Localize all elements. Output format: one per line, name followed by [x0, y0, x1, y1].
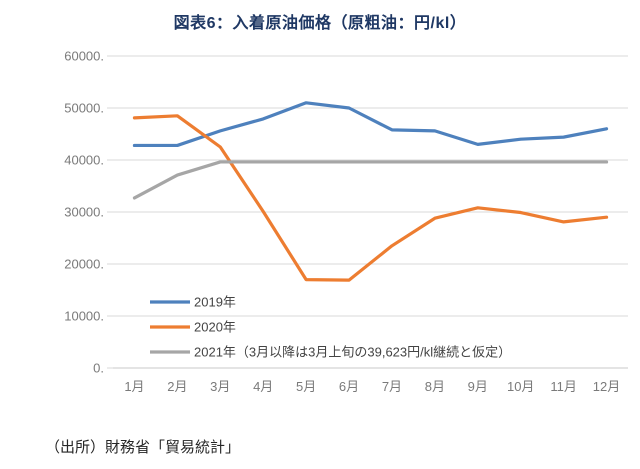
x-axis-tick-label: 11月: [550, 379, 577, 394]
series-line-2020年: [132, 114, 609, 282]
x-axis-tick-label: 1月: [124, 379, 144, 394]
y-axis-tick-label: 10000.: [64, 309, 104, 324]
y-axis-tick-label: 20000.: [64, 257, 104, 272]
x-axis-tick-label: 8月: [425, 379, 445, 394]
y-axis-tick-label: 60000.: [64, 49, 104, 64]
x-axis-tick-label: 9月: [468, 379, 488, 394]
legend-label: 2019年: [194, 295, 236, 310]
x-axis-tick-label: 12月: [593, 379, 620, 394]
series-line-2019年: [132, 101, 609, 148]
y-axis-tick-label: 30000.: [64, 205, 104, 220]
x-axis-tick-label: 6月: [339, 379, 359, 394]
x-axis-tick-label: 2月: [167, 379, 187, 394]
series-line-2021年: [132, 160, 609, 200]
x-axis-tick-label: 10月: [507, 379, 534, 394]
x-axis-tick-label: 4月: [253, 379, 273, 394]
source-note: （出所）財務省「貿易統計」: [45, 439, 241, 456]
x-axis-tick-label: 3月: [210, 379, 230, 394]
x-axis-tick-label: 5月: [296, 379, 316, 394]
x-axis-tick-label: 7月: [382, 379, 402, 394]
chart-title: 図表6：入着原油価格（原粗油：円/kl）: [173, 15, 467, 32]
y-axis-tick-label: 40000.: [64, 153, 104, 168]
y-axis-tick-label: 0.: [93, 361, 104, 376]
y-axis-tick-label: 50000.: [64, 101, 104, 116]
legend-label: 2021年（3月以降は3月上旬の39,623円/kl継続と仮定）: [194, 345, 511, 360]
legend-label: 2020年: [194, 320, 236, 335]
